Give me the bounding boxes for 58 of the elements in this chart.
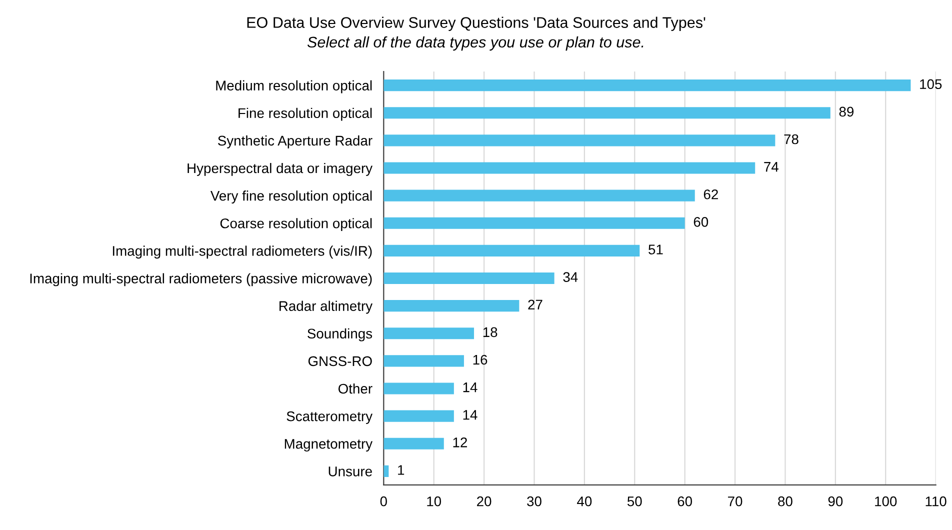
x-tick-label: 100 (875, 496, 897, 506)
bar (384, 438, 444, 450)
bar (384, 328, 474, 340)
chart-subtitle: Select all of the data types you use or plan to use. (307, 36, 644, 51)
x-tick-label: 80 (778, 496, 792, 506)
data-label: 51 (648, 244, 663, 254)
y-tick-label: Fine resolution optical (238, 108, 372, 121)
data-label: 16 (473, 354, 488, 365)
bar (384, 162, 756, 174)
data-label: 78 (784, 134, 798, 144)
data-label: 60 (694, 217, 708, 227)
bar (384, 217, 685, 229)
x-tick-label: 70 (728, 496, 742, 506)
bar (384, 244, 640, 256)
data-label: 74 (764, 162, 778, 172)
data-label: 14 (463, 410, 478, 420)
x-tick-label: 40 (577, 496, 592, 506)
x-tick-label: 10 (427, 496, 442, 506)
y-tick-label: Imaging multi-spectral radiometers (vis/IR) (112, 246, 372, 259)
y-tick-label: Medium resolution optical (216, 80, 372, 94)
chart-title: EO Data Use Overview Survey Questions 'Data Sources and Types' (247, 16, 706, 31)
x-tick-label: 0 (380, 496, 387, 506)
x-tick-label: 20 (477, 496, 492, 506)
data-label: 105 (920, 79, 942, 90)
data-label: 34 (563, 272, 578, 282)
y-tick-label: Scatterometry (286, 411, 373, 424)
y-tick-label: Synthetic Aperture Radar (218, 135, 372, 148)
x-tick-label: 110 (926, 496, 946, 506)
data-label: 89 (839, 106, 854, 117)
bar (384, 355, 464, 367)
y-tick-label: Soundings (308, 328, 372, 342)
y-tick-label: Coarse resolution optical (220, 218, 372, 232)
y-tick-label: Imaging multi-spectral radiometers (passive microwave) (30, 273, 372, 286)
data-label: 14 (463, 382, 478, 392)
bar (384, 190, 695, 202)
y-tick-label: Other (338, 383, 372, 394)
data-label: 12 (453, 438, 467, 448)
data-label: 27 (528, 300, 542, 310)
y-tick-label: Magnetometry (284, 439, 373, 452)
y-tick-label: Very fine resolution optical (210, 190, 372, 204)
bar (384, 272, 554, 284)
x-tick-label: 90 (828, 496, 843, 506)
bar (384, 410, 454, 422)
x-tick-label: 60 (678, 496, 692, 506)
x-tick-label: 50 (627, 496, 642, 506)
bar (384, 300, 520, 312)
bar (384, 382, 454, 394)
data-label: 18 (483, 327, 498, 338)
bar (384, 134, 776, 146)
data-label: 62 (704, 189, 718, 200)
bar (384, 107, 830, 119)
bar (384, 80, 911, 92)
y-tick-label: Radar altimetry (280, 300, 373, 314)
data-label: 1 (398, 465, 404, 475)
y-tick-label: Hyperspectral data or imagery (188, 162, 373, 176)
y-tick-label: GNSS-RO (308, 356, 372, 366)
y-tick-label: Unsure (328, 466, 372, 476)
x-tick-label: 30 (527, 496, 542, 506)
